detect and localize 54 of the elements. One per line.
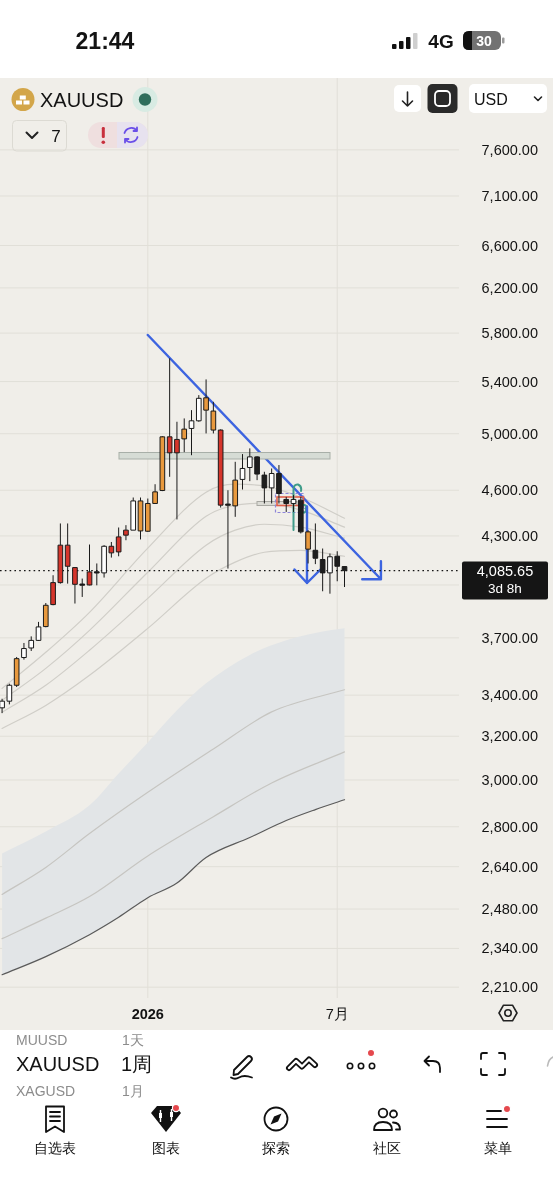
- text: XAGUSD: [16, 1083, 76, 1099]
- y-tick-label: 2,480.00: [481, 901, 538, 918]
- y-tick-label: 5,800.00: [481, 325, 538, 342]
- text: 4G: [428, 31, 454, 52]
- y-tick-label: 3,700.00: [481, 629, 538, 646]
- text: 1天: [122, 1032, 144, 1048]
- text: 1月: [122, 1083, 144, 1099]
- y-tick-label: 4,300.00: [481, 527, 538, 544]
- candlestick: [35, 621, 42, 642]
- x-tick-label: 7月: [325, 1006, 349, 1022]
- text: 3d 8h: [488, 581, 522, 596]
- ref-line-label: 4,085.65: [476, 562, 534, 579]
- candlestick: [290, 494, 297, 513]
- text: 21:44: [75, 28, 135, 54]
- text: 自选表: [34, 1140, 76, 1156]
- candlestick: [341, 565, 348, 588]
- y-tick-label: 2,640.00: [481, 858, 538, 875]
- annotation: 7: [51, 127, 61, 146]
- y-tick-label: 2,800.00: [481, 818, 538, 835]
- line-series: [1, 799, 346, 976]
- candlestick: [13, 656, 20, 688]
- candlestick: [283, 496, 290, 513]
- candlestick: [115, 526, 122, 557]
- y-tick-label: 3,400.00: [481, 687, 538, 704]
- text: MUUSD: [16, 1032, 68, 1048]
- text: 图表: [152, 1140, 180, 1156]
- x-tick-label: 2026: [131, 1006, 164, 1022]
- candlestick: [64, 522, 71, 585]
- y-tick-label: 2,340.00: [481, 940, 538, 957]
- candlestick: [312, 522, 319, 565]
- text: USD: [474, 90, 508, 108]
- text: XAUUSD: [40, 88, 124, 111]
- y-tick-label: 2,210.00: [481, 979, 538, 996]
- y-tick-label: 6,600.00: [481, 237, 538, 254]
- text: XAUUSD: [16, 1053, 100, 1075]
- y-tick-label: 4,600.00: [481, 482, 538, 499]
- y-tick-label: 6,200.00: [481, 279, 538, 296]
- candlestick: [42, 602, 49, 628]
- y-tick-label: 7,100.00: [481, 188, 538, 204]
- y-tick-label: 3,000.00: [481, 772, 538, 788]
- text: 社区: [373, 1140, 401, 1156]
- candlestick: [188, 409, 195, 456]
- y-tick-label: 3,200.00: [481, 728, 538, 745]
- text: 探索: [262, 1140, 290, 1156]
- candlestick: [137, 497, 144, 540]
- text: 1周: [121, 1053, 153, 1075]
- text: 30: [476, 33, 492, 49]
- y-tick-label: 7,600.00: [481, 141, 538, 158]
- candlestick: [86, 544, 93, 586]
- y-tick-label: 5,400.00: [481, 373, 538, 390]
- text: 菜单: [484, 1140, 512, 1156]
- y-tick-label: 5,000.00: [481, 425, 538, 442]
- candlestick: [159, 435, 166, 492]
- candlestick: [239, 453, 246, 490]
